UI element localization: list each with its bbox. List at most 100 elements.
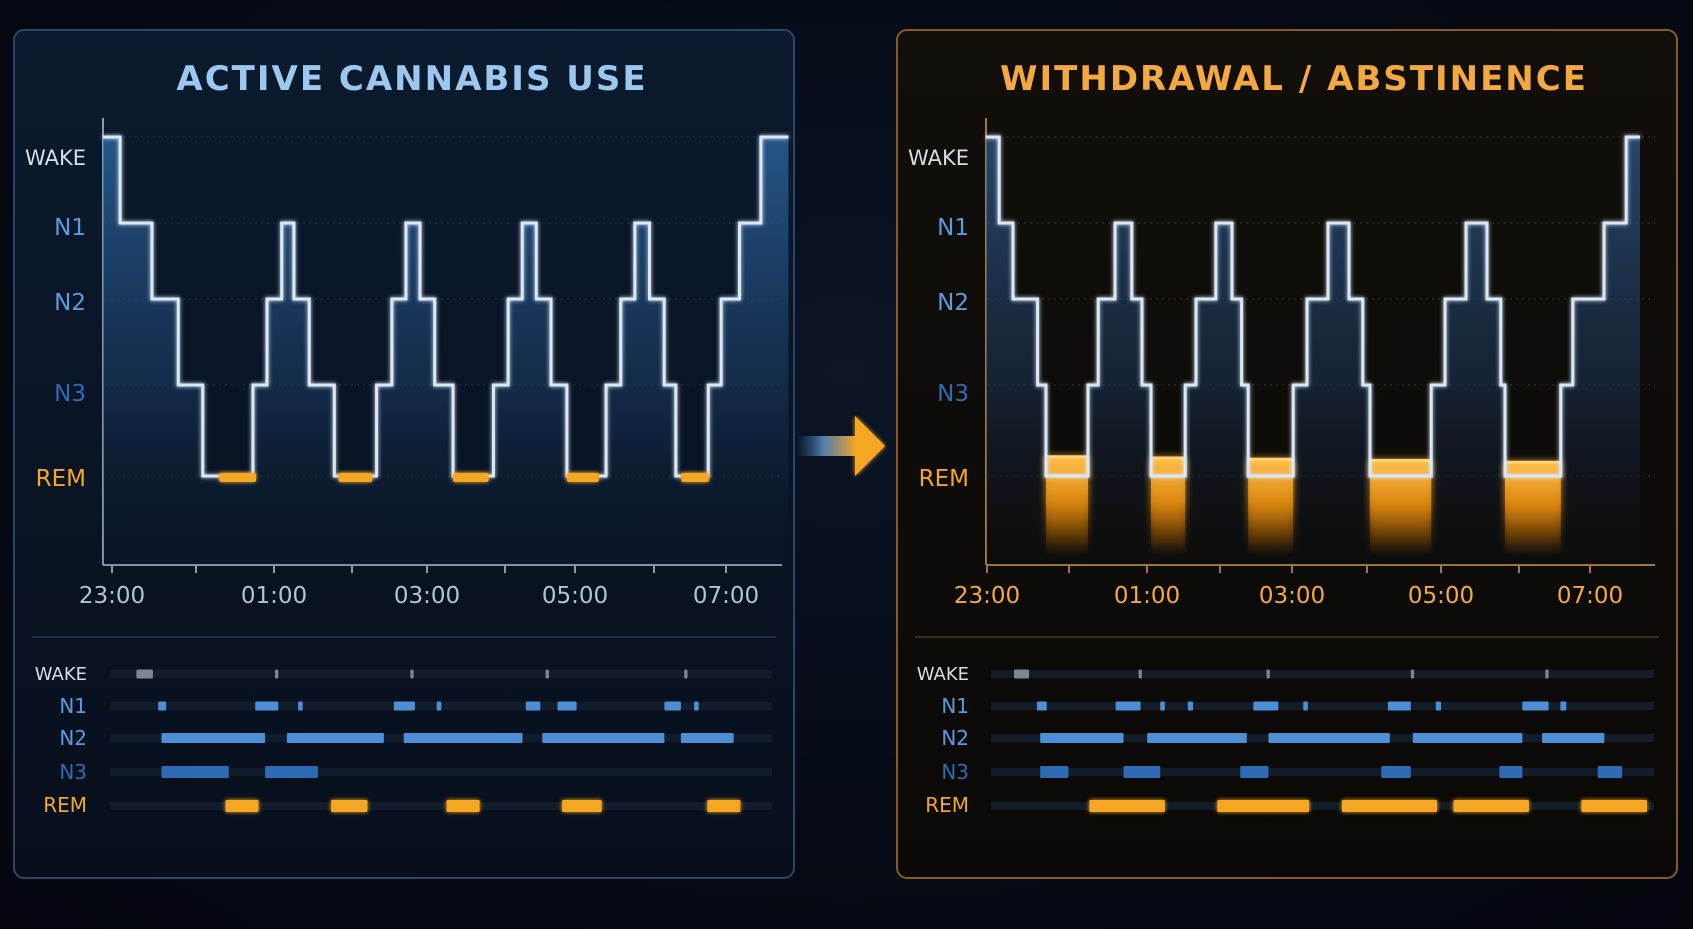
strip-bar-n1 xyxy=(1187,701,1194,711)
withdrawal-panel-title: WITHDRAWAL / ABSTINENCE xyxy=(1000,59,1588,99)
strip-bar-rem xyxy=(331,800,368,812)
strip-track xyxy=(110,802,772,810)
stage-area xyxy=(103,137,789,565)
rem-mark xyxy=(338,473,373,482)
strip-bar-rem xyxy=(562,800,602,812)
withdrawal-hypnogram: WAKE N1 N2 N3 REM 23:00 01:00 03:00 05:0… xyxy=(908,118,1655,609)
time-label: 05:00 xyxy=(1408,583,1474,609)
strip-label-n1: N1 xyxy=(941,694,969,718)
strip-bar-n3 xyxy=(1240,766,1269,778)
strip-bar-rem xyxy=(225,800,259,812)
active-panel-title: ACTIVE CANNABIS USE xyxy=(176,59,647,99)
strip-bar-n1 xyxy=(557,701,577,711)
right-arrow-icon xyxy=(795,416,885,476)
stage-label-n2: N2 xyxy=(937,290,969,316)
stage-label-wake: WAKE xyxy=(908,146,969,170)
strip-label-rem: REM xyxy=(925,793,969,817)
strip-bar-n1 xyxy=(1560,701,1567,711)
rem-mark xyxy=(681,473,709,482)
strip-bar-n2 xyxy=(680,733,734,743)
strip-bar-wake xyxy=(1013,669,1030,679)
strip-label-wake: WAKE xyxy=(917,664,969,685)
strip-bar-n2 xyxy=(1268,733,1390,743)
stage-label-rem: REM xyxy=(36,466,86,492)
strip-bar-n1 xyxy=(525,701,541,711)
strip-bar-n2 xyxy=(1040,733,1124,743)
strip-bar-n1 xyxy=(1303,701,1308,711)
stage-label-n3: N3 xyxy=(937,381,969,407)
rem-block xyxy=(1151,458,1186,555)
strip-label-n2: N2 xyxy=(59,726,87,750)
strip-track xyxy=(991,702,1654,710)
strip-bar-wake xyxy=(1410,669,1415,679)
strip-bar-n2 xyxy=(161,733,266,743)
strip-bar-n1 xyxy=(1160,701,1165,711)
strip-bar-n1 xyxy=(1115,701,1141,711)
strip-track xyxy=(110,768,772,776)
strip-track xyxy=(991,768,1654,776)
strip-bar-n1 xyxy=(255,701,279,711)
strip-bar-wake xyxy=(410,669,414,679)
strip-bar-n2 xyxy=(1147,733,1247,743)
rem-mark xyxy=(453,473,489,482)
strip-track xyxy=(110,670,772,678)
arrow-shaft xyxy=(795,436,857,456)
strip-bar-wake xyxy=(1138,669,1142,679)
rem-block xyxy=(1248,459,1294,555)
strip-bar-n3 xyxy=(161,766,229,778)
strip-label-rem: REM xyxy=(43,793,87,817)
strip-track xyxy=(991,670,1654,678)
active-hypnogram: WAKE N1 N2 N3 REM 23:00 01:00 03:00 05:0… xyxy=(25,118,789,609)
time-label: 23:00 xyxy=(954,583,1020,609)
strip-bar-rem xyxy=(1453,800,1529,812)
strip-bar-rem xyxy=(707,800,741,812)
strip-bar-n3 xyxy=(1499,766,1523,778)
active-stage-strip: WAKE N1 N2 N3 REM xyxy=(35,664,772,817)
strip-bar-wake xyxy=(136,669,153,679)
stage-label-wake: WAKE xyxy=(25,146,86,170)
strip-bar-n2 xyxy=(286,733,384,743)
strip-bar-n1 xyxy=(694,701,699,711)
strip-bar-rem xyxy=(446,800,480,812)
time-label: 01:00 xyxy=(1114,583,1180,609)
strip-bar-n1 xyxy=(158,701,167,711)
time-label: 05:00 xyxy=(542,583,608,609)
stage-label-n3: N3 xyxy=(54,381,86,407)
strip-label-wake: WAKE xyxy=(35,664,87,685)
strip-bar-n2 xyxy=(403,733,523,743)
strip-bar-n2 xyxy=(1412,733,1523,743)
strip-bar-wake xyxy=(545,669,549,679)
strip-bar-n3 xyxy=(1040,766,1069,778)
strip-bar-n1 xyxy=(1522,701,1549,711)
strip-bar-wake xyxy=(1266,669,1270,679)
strip-bar-n3 xyxy=(1597,766,1623,778)
strip-bar-rem xyxy=(1089,800,1165,812)
strip-bar-wake xyxy=(684,669,688,679)
time-label: 03:00 xyxy=(394,583,460,609)
strip-bar-n1 xyxy=(436,701,442,711)
strip-bar-n1 xyxy=(393,701,415,711)
strip-label-n3: N3 xyxy=(59,760,87,784)
time-label: 01:00 xyxy=(241,583,307,609)
withdrawal-stage-strip: WAKE N1 N2 N3 REM xyxy=(917,664,1654,817)
strip-label-n3: N3 xyxy=(941,760,969,784)
stage-label-n2: N2 xyxy=(54,290,86,316)
hypnogram-line xyxy=(986,135,1640,478)
strip-bar-n1 xyxy=(1435,701,1442,711)
stage-label-n1: N1 xyxy=(54,215,86,241)
strip-bar-n2 xyxy=(542,733,665,743)
rem-mark xyxy=(566,473,599,482)
strip-bar-rem xyxy=(1341,800,1438,812)
strip-bar-n3 xyxy=(1381,766,1411,778)
strip-bar-n3 xyxy=(265,766,318,778)
stage-label-n1: N1 xyxy=(937,215,969,241)
strip-bar-rem xyxy=(1217,800,1310,812)
strip-bar-n1 xyxy=(1036,701,1047,711)
rem-block xyxy=(1505,462,1561,555)
strip-label-n2: N2 xyxy=(941,726,969,750)
time-label: 23:00 xyxy=(79,583,145,609)
time-label: 07:00 xyxy=(693,583,759,609)
strip-bar-n1 xyxy=(664,701,681,711)
arrow-head xyxy=(855,416,885,476)
